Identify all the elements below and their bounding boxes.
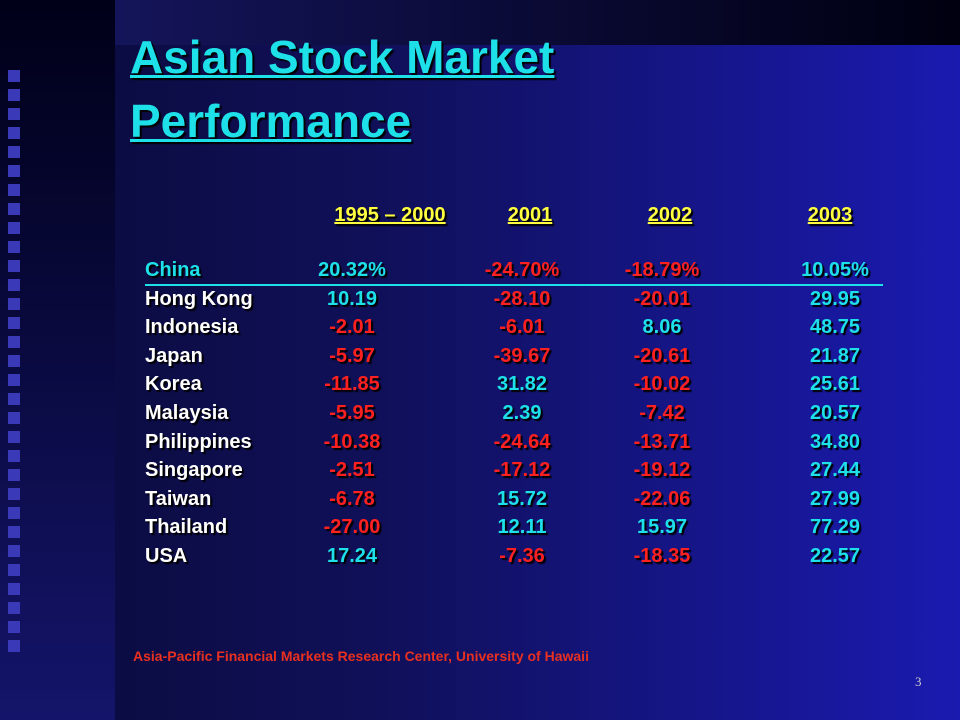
square [8,393,20,405]
square [8,146,20,158]
source-note: Asia-Pacific Financial Markets Research … [133,648,589,664]
hdr: 1995 – 2000 [334,204,446,226]
title-line: Performance [130,95,412,147]
cell: -22.06 [633,487,691,510]
cell: -2.01 [329,316,375,339]
cell: 48.75 [809,316,861,339]
cell: -24.70% [484,259,560,281]
square [8,165,20,177]
cell: -27.00 [323,516,381,539]
name: USA [145,545,188,567]
name: Taiwan [145,487,212,510]
cell: -19.12 [633,459,691,482]
cell: 2.39 [502,402,542,424]
square [8,70,20,82]
square [8,640,20,652]
name: Philippines [145,430,252,453]
cell: -24.64 [493,430,551,453]
square [8,127,20,139]
name: Malaysia [145,402,229,424]
cell: 25.61 [809,373,861,396]
cell: 27.99 [809,487,861,510]
cell: 20.32% [318,259,386,281]
cell: 10.19 [326,287,378,310]
cell: -18.79% [624,259,700,281]
cell: -5.95 [329,402,375,424]
square [8,431,20,443]
name: Japan [145,344,203,367]
square [8,355,20,367]
page-number: 3 [915,674,922,689]
square [8,469,20,481]
name: Singapore [145,459,243,482]
cell: -6.78 [329,487,375,510]
square [8,317,20,329]
square [8,450,20,462]
cell: 15.97 [636,516,688,539]
cell: -39.67 [493,344,551,367]
square [8,564,20,576]
square [8,374,20,386]
square [8,241,20,253]
cell: 17.24 [326,545,378,567]
square [8,298,20,310]
hdr: 2001 [507,204,553,226]
square [8,507,20,519]
cell: -11.85 [324,373,380,396]
square [8,412,20,424]
square [8,108,20,120]
cell: 29.95 [809,287,861,310]
cell: 8.06 [642,316,682,339]
cell: 10.05% [801,259,869,281]
cell: 34.80 [809,430,861,453]
cell: -18.35 [633,545,691,567]
square [8,583,20,595]
cell: 77.29 [809,516,861,539]
cell: -13.71 [633,430,691,453]
name: Hong Kong [145,287,253,310]
name: Thailand [145,516,228,539]
square [8,203,20,215]
square-column [8,70,24,659]
cell: 31.82 [496,373,548,396]
square [8,602,20,614]
cell: 12.11 [497,516,547,539]
square [8,621,20,633]
square [8,279,20,291]
cell: 27.44 [809,459,861,482]
square [8,89,20,101]
cell: -7.42 [639,402,685,424]
row-underline [145,284,883,286]
cell: -20.61 [633,344,691,367]
top-bar [115,0,960,45]
square [8,222,20,234]
hdr: 2002 [647,204,693,226]
square [8,526,20,538]
square [8,184,20,196]
hdr: 2003 [807,204,853,226]
cell: 21.87 [809,344,861,367]
cell: -10.02 [633,373,691,396]
square [8,488,20,500]
cell: -7.36 [499,545,545,567]
cell: -2.51 [329,459,375,482]
name: Korea [145,373,202,396]
title-line: Asian Stock Market [130,31,555,83]
cell: -10.38 [323,430,381,453]
cell: 15.72 [496,487,548,510]
cell: -5.97 [329,344,375,367]
cell: 22.57 [809,545,861,567]
square [8,260,20,272]
cell: -6.01 [499,316,545,339]
name: Indonesia [145,316,239,339]
cell: -20.01 [633,287,691,310]
cell: -28.10 [493,287,551,310]
cell: 20.57 [809,402,861,424]
name: China [145,259,201,281]
square [8,545,20,557]
square [8,336,20,348]
cell: -17.12 [493,459,551,482]
